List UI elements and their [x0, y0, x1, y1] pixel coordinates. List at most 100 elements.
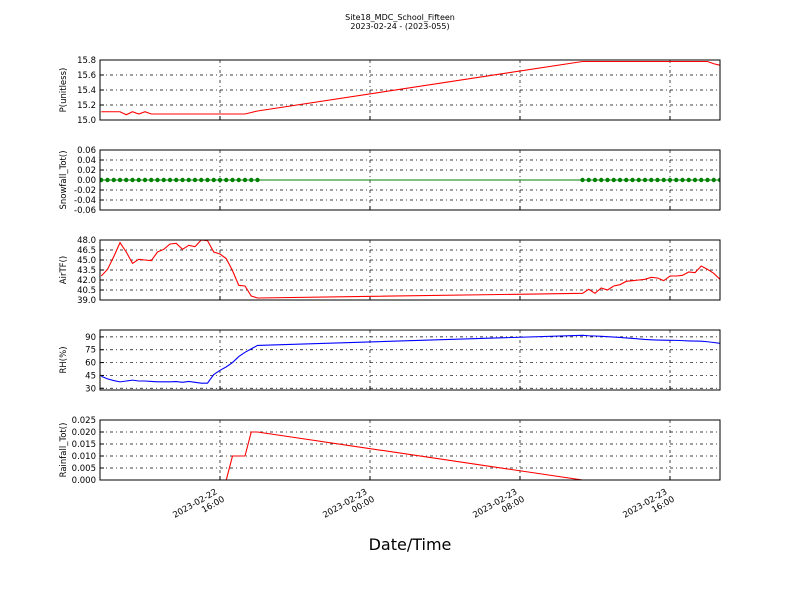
y-tick-label: 0.020: [72, 428, 96, 438]
data-point: [649, 177, 654, 183]
data-point: [586, 177, 591, 183]
plot-area: [100, 240, 720, 299]
data-point: [611, 177, 616, 183]
data-point: [592, 177, 598, 183]
data-point: [155, 177, 160, 183]
data-point: [655, 177, 660, 183]
y-tick-label: 0.02: [77, 166, 96, 176]
data-point: [630, 177, 635, 183]
data-point: [680, 177, 685, 183]
data-line: [101, 60, 720, 116]
data-point: [217, 177, 223, 183]
data-point: [211, 177, 216, 183]
y-tick-label: 0.010: [72, 452, 96, 462]
y-tick-label: -0.06: [74, 206, 96, 216]
y-tick-label: 40.5: [77, 286, 96, 296]
data-point: [686, 177, 691, 183]
y-tick-label: 39.0: [77, 296, 96, 306]
y-tick-label: 0.005: [72, 464, 96, 474]
data-point: [699, 177, 704, 183]
chart-subtitle: 2023-02-24 - (2023-055): [350, 22, 449, 31]
x-axis-label: Date/Time: [369, 535, 452, 554]
data-point: [692, 177, 698, 183]
data-line: [101, 334, 720, 384]
axes-frame: [99, 329, 721, 391]
y-axis-label: P(unitless): [59, 68, 69, 113]
y-tick-label: -0.02: [74, 186, 96, 196]
data-point: [136, 177, 141, 183]
data-point: [667, 177, 673, 183]
y-tick-label: -0.04: [74, 196, 96, 206]
y-tick-label: 0.00: [77, 176, 96, 186]
data-point: [255, 177, 260, 183]
axes-frame: [99, 149, 721, 211]
plot-area: [101, 431, 720, 480]
data-point: [105, 177, 110, 183]
axes-frame: [99, 59, 721, 121]
data-point: [142, 177, 148, 183]
y-tick-label: 43.5: [77, 266, 96, 276]
data-point: [205, 177, 210, 183]
data-point: [124, 177, 129, 183]
y-tick-label: 75: [85, 346, 96, 356]
y-tick-label: 42.0: [77, 276, 96, 286]
data-point: [580, 177, 585, 183]
data-point: [599, 177, 604, 183]
y-tick-label: 0.015: [72, 440, 96, 450]
plot-area: [101, 60, 720, 116]
data-point: [249, 177, 254, 183]
y-tick-label: 15.0: [77, 116, 96, 126]
data-point: [717, 177, 720, 183]
y-tick-label: 15.6: [77, 71, 96, 81]
y-tick-label: 30: [85, 384, 96, 394]
data-point: [117, 177, 123, 183]
data-point: [711, 177, 716, 183]
data-point: [167, 177, 173, 183]
y-tick-label: 60: [85, 359, 96, 369]
data-point: [192, 177, 198, 183]
y-tick-label: 0.000: [72, 476, 96, 486]
y-tick-label: 15.2: [77, 101, 96, 111]
data-point: [224, 177, 229, 183]
y-tick-label: 45.0: [77, 256, 96, 266]
y-tick-label: 15.8: [77, 56, 96, 66]
y-tick-label: 45: [85, 371, 96, 381]
data-line: [101, 431, 720, 480]
data-point: [236, 177, 241, 183]
data-point: [605, 177, 610, 183]
y-tick-label: 0.025: [72, 416, 96, 426]
data-point: [111, 177, 116, 183]
data-line: [100, 240, 720, 299]
data-point: [130, 177, 135, 183]
y-tick-label: 15.4: [77, 86, 96, 96]
data-point: [636, 177, 641, 183]
data-point: [199, 177, 204, 183]
axes-frame: [99, 419, 721, 481]
data-point: [617, 177, 623, 183]
plot-area: [101, 334, 720, 384]
data-point: [161, 177, 166, 183]
data-point: [674, 177, 679, 183]
data-point: [705, 177, 710, 183]
data-point: [242, 177, 248, 183]
chart-title: Site18_MDC_School_Fifteen: [345, 13, 455, 22]
y-axis-label: AirTF(): [59, 256, 69, 284]
data-point: [642, 177, 648, 183]
data-point: [624, 177, 629, 183]
plot-area: [100, 177, 720, 183]
y-tick-label: 48.0: [77, 236, 96, 246]
data-point: [180, 177, 185, 183]
axes-frame: [99, 239, 721, 301]
data-point: [230, 177, 235, 183]
y-axis-label: RH(%): [59, 346, 69, 373]
data-point: [661, 177, 666, 183]
data-point: [186, 177, 191, 183]
y-axis-label: Rainfall_Tot(): [59, 423, 69, 478]
y-tick-label: 46.5: [77, 246, 96, 256]
y-axis-label: Snowfall_Tot(): [59, 150, 69, 209]
y-tick-label: 90: [85, 333, 96, 343]
data-point: [100, 177, 104, 183]
data-point: [149, 177, 154, 183]
y-tick-label: 0.04: [77, 156, 96, 166]
